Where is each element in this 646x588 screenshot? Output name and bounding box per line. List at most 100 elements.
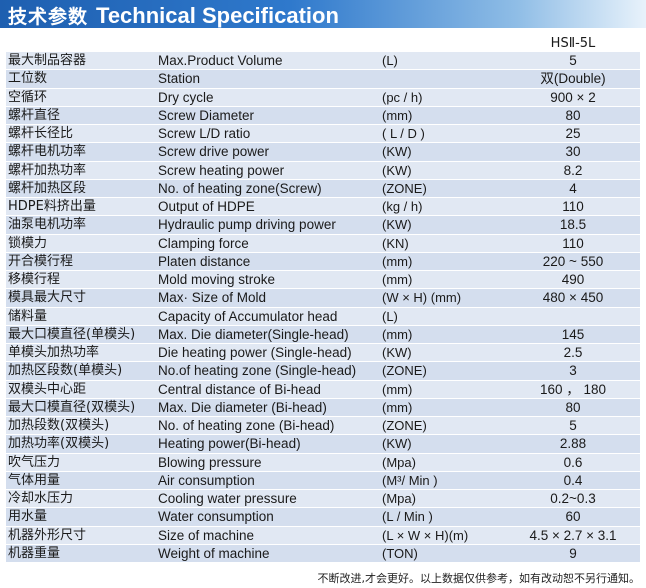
param-name-en: Station — [158, 71, 201, 87]
param-name-en: Air consumption — [158, 472, 255, 488]
param-name-zh: 螺杆加热功率 — [8, 162, 87, 178]
spec-row: 气体用量 Air consumption (M³/ Min ) 0.4 — [6, 471, 640, 490]
param-name-zh: 加热段数(双模头) — [8, 418, 110, 433]
title-english: Technical Specification — [96, 3, 339, 28]
spec-rows: 最大制品容器 Max.Product Volume (L) 5 工位数 Station 双(… — [6, 52, 640, 563]
param-value: 80 — [565, 107, 581, 123]
param-value: 4.5 × 2.7 × 3.1 — [529, 527, 617, 543]
param-unit: (L × W × H)(m) — [382, 527, 469, 543]
spec-row: 油泵电机功率 Hydraulic pump driving power (KW) 18… — [6, 216, 640, 235]
spec-row: 机器重量 Weight of machine (TON) 9 — [6, 544, 640, 563]
param-value: 18.5 — [559, 217, 587, 233]
param-value: 8.2 — [563, 162, 583, 178]
param-name-en: No. of heating zone (Bi-head) — [158, 418, 335, 433]
param-value: 5 — [569, 418, 577, 433]
param-value: 160 ， 180 — [539, 381, 607, 397]
param-name-zh: 单模头加热功率 — [8, 345, 100, 360]
param-unit: (mm) — [382, 107, 413, 123]
param-unit: (Mpa) — [382, 454, 416, 470]
param-unit: (TON) — [382, 545, 418, 561]
spec-row: 双模头中心距 Central distance of Bi-head (mm) 160… — [6, 380, 640, 399]
param-name-en: Hydraulic pump driving power — [158, 217, 336, 233]
spec-row: 加热区段数(单模头) No.of heating zone (Single-hea… — [6, 362, 640, 381]
param-name-zh: 机器外形尺寸 — [8, 527, 87, 543]
spec-row: 锁模力 Clamping force (KN) 110 — [6, 234, 640, 253]
param-name-zh: 双模头中心距 — [8, 381, 87, 397]
param-value: 5 — [569, 53, 577, 68]
spec-row: HDPE料挤出量 Output of HDPE (kg / h) 110 — [6, 198, 640, 217]
param-value: 60 — [565, 509, 581, 525]
param-value: 220 ~ 550 — [542, 253, 604, 269]
param-unit: (Mpa) — [382, 491, 416, 506]
param-name-en: Die heating power (Single-head) — [158, 345, 352, 360]
spec-row: 螺杆加热区段 No. of heating zone(Screw) (ZONE) 4 — [6, 179, 640, 198]
spec-row: 螺杆长径比 Screw L/D ratio ( L / D ) 25 — [6, 125, 640, 144]
param-name-en: Platen distance — [158, 253, 251, 269]
param-name-zh: 模具最大尺寸 — [8, 290, 87, 306]
spec-row: 储料量 Capacity of Accumulator head (L) — [6, 307, 640, 326]
param-value: 80 — [565, 399, 581, 415]
spec-row: 用水量 Water consumption (L / Min ) 60 — [6, 508, 640, 527]
param-unit: ( L / D ) — [382, 126, 425, 141]
param-unit: (W × H) (mm) — [382, 290, 462, 306]
disclaimer-note: 不断改进,才会更好。以上数据仅供参考，如有改动恕不另行通知。 — [317, 572, 641, 585]
param-name-en: Capacity of Accumulator head — [158, 308, 338, 324]
model-name: HSⅡ-5L — [550, 36, 596, 51]
param-value: 2.5 — [563, 345, 583, 360]
param-name-zh: 空循环 — [8, 89, 48, 105]
param-name-en: Size of machine — [158, 527, 255, 543]
param-unit: (L) — [382, 53, 398, 68]
spec-row: 机器外形尺寸 Size of machine (L × W × H)(m) 4.5 ×… — [6, 526, 640, 545]
param-name-zh: 锁模力 — [8, 235, 48, 251]
param-unit: (pc / h) — [382, 89, 423, 105]
param-name-zh: 冷却水压力 — [8, 491, 74, 506]
param-unit: (mm) — [382, 253, 413, 269]
param-name-en: Dry cycle — [158, 89, 214, 105]
param-value: 0.4 — [563, 472, 583, 488]
param-name-zh: 最大口模直径(单模头) — [8, 326, 136, 342]
param-unit: (mm) — [382, 381, 413, 397]
spec-row: 最大口模直径(双模头) Max. Die diameter (Bi-head) (m… — [6, 398, 640, 417]
model-header-row: HSⅡ-5L — [6, 35, 640, 52]
param-value: 2.88 — [559, 436, 587, 452]
param-value: 30 — [565, 144, 581, 160]
param-name-en: Screw drive power — [158, 144, 270, 160]
param-value: 900 × 2 — [550, 89, 596, 105]
param-name-zh: 螺杆长径比 — [8, 126, 74, 141]
spec-row: 模具最大尺寸 Max· Size of Mold (W × H) (mm) 480 ×… — [6, 289, 640, 308]
spec-row: 螺杆加热功率 Screw heating power (KW) 8.2 — [6, 161, 640, 180]
param-unit: (mm) — [382, 326, 413, 342]
param-name-en: Max· Size of Mold — [158, 290, 267, 306]
spec-row: 单模头加热功率 Die heating power (Single-head) (K… — [6, 344, 640, 363]
param-unit: (ZONE) — [382, 363, 427, 379]
param-value: 双(Double) — [540, 71, 606, 87]
param-name-zh: 开合模行程 — [8, 253, 74, 269]
param-unit: (ZONE) — [382, 418, 427, 433]
param-value: 9 — [569, 545, 577, 561]
param-name-zh: 最大制品容器 — [8, 53, 87, 68]
param-name-zh: 移模行程 — [8, 272, 61, 287]
param-name-en: Max.Product Volume — [158, 53, 283, 68]
param-name-en: Max. Die diameter (Bi-head) — [158, 399, 327, 415]
param-name-en: Central distance of Bi-head — [158, 381, 321, 397]
spec-header-banner: 技术参数 Technical Specification — [0, 0, 646, 28]
param-name-zh: HDPE料挤出量 — [8, 199, 96, 214]
param-name-en: Screw L/D ratio — [158, 126, 251, 141]
spec-title: 技术参数 Technical Specification — [8, 2, 339, 29]
param-unit: (KW) — [382, 436, 412, 452]
param-unit: (ZONE) — [382, 180, 427, 196]
param-value: 25 — [565, 126, 581, 141]
spec-row: 螺杆电机功率 Screw drive power (KW) 30 — [6, 143, 640, 162]
spec-row: 最大制品容器 Max.Product Volume (L) 5 — [6, 52, 640, 71]
param-value: 110 — [562, 199, 584, 214]
param-name-zh: 螺杆电机功率 — [8, 144, 87, 160]
spec-row: 移模行程 Mold moving stroke (mm) 490 — [6, 271, 640, 290]
param-unit: (mm) — [382, 399, 413, 415]
spec-row: 最大口模直径(单模头) Max. Die diameter(Single-head… — [6, 325, 640, 344]
spec-row: 工位数 Station 双(Double) — [6, 70, 640, 89]
param-name-en: Mold moving stroke — [158, 272, 276, 287]
param-name-en: Heating power(Bi-head) — [158, 436, 301, 452]
param-unit: (kg / h) — [382, 199, 423, 214]
param-unit: (M³/ Min ) — [382, 472, 438, 488]
param-value: 0.2~0.3 — [550, 491, 596, 506]
